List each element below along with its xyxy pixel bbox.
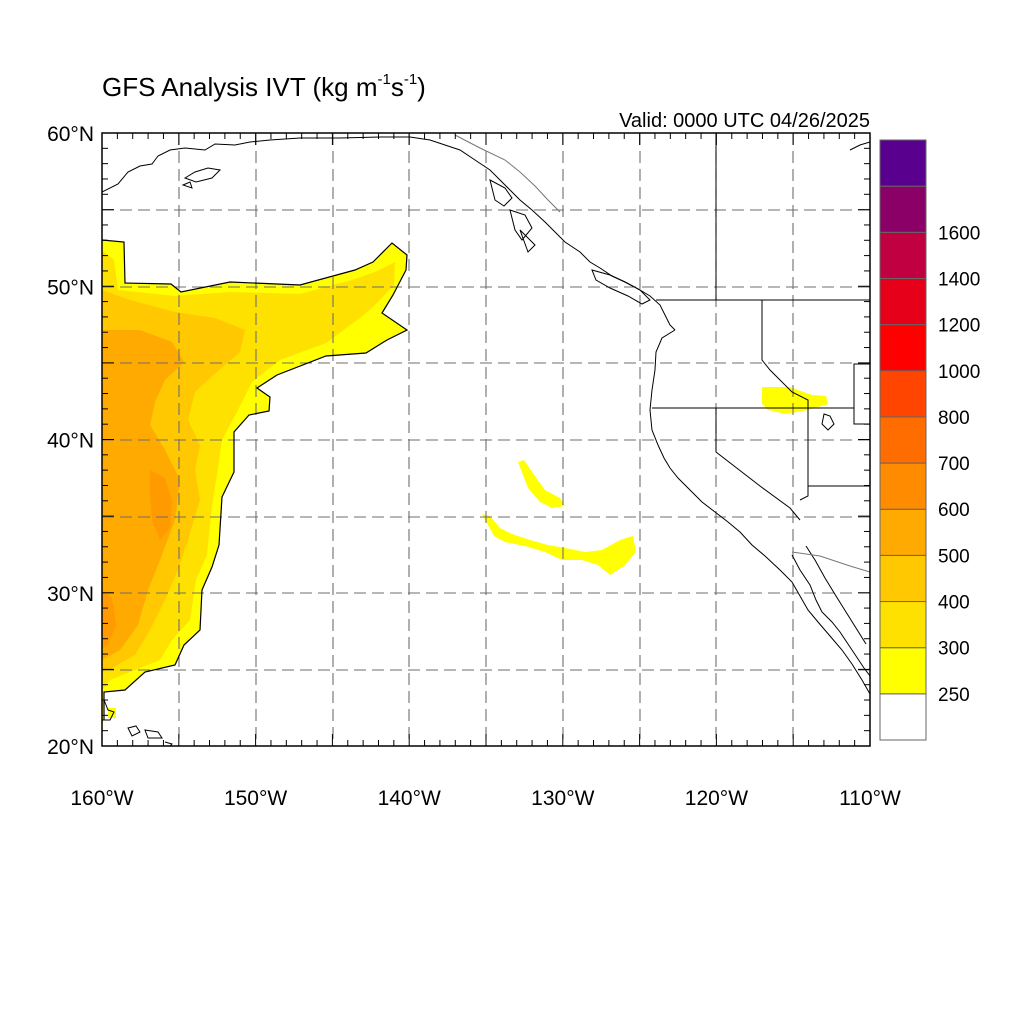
filament-south <box>482 514 636 575</box>
hawaii-islands <box>102 699 173 746</box>
filament-north <box>518 460 565 508</box>
alaska-coast-west <box>102 136 410 193</box>
colorbar-box <box>879 370 927 418</box>
colorbar-level-label: 500 <box>938 546 970 567</box>
colorbar-box <box>879 693 927 741</box>
ivt-500-region <box>102 330 184 660</box>
lon-label: 150°W <box>224 787 287 810</box>
colorbar-box <box>879 231 927 279</box>
lat-label: 50°N <box>47 276 94 299</box>
alaska-islands <box>181 167 222 189</box>
colorbar-level-label: 1600 <box>938 223 980 244</box>
ivt-600-region <box>150 470 172 540</box>
colorbar-level-label: 700 <box>938 454 970 475</box>
colorbar-box <box>879 508 927 556</box>
colorbar-level-label: 400 <box>938 593 970 614</box>
filament-idaho <box>762 387 828 414</box>
state-lines <box>652 133 870 521</box>
graticule <box>102 133 870 746</box>
alaska-canada-border <box>454 134 561 213</box>
plume-outline <box>102 239 409 720</box>
colorbar <box>879 139 927 741</box>
latitude-labels: 60°N 50°N 40°N 30°N 20°N <box>47 123 94 759</box>
ivt-600-region-south <box>102 590 116 648</box>
map-title: GFS Analysis IVT (kg m-1s-1) <box>102 71 426 102</box>
lon-label: 110°W <box>839 787 901 810</box>
lat-label: 60°N <box>47 123 94 146</box>
baja-peninsula <box>791 554 870 677</box>
colorbar-box <box>879 554 927 603</box>
lat-label: 30°N <box>47 583 94 606</box>
valid-time-label: Valid: 0000 UTC 04/26/2025 <box>619 110 870 132</box>
colorbar-box <box>879 462 927 510</box>
ivt-filaments <box>482 387 828 575</box>
colorbar-box <box>879 647 927 695</box>
colorbar-level-label: 1200 <box>938 316 980 337</box>
colorbar-box <box>879 277 927 326</box>
alaska-panhandle <box>409 136 676 331</box>
colorbar-labels: 250 300 400 500 600 700 800 1000 1200 1400 1600 <box>938 223 980 706</box>
great-salt-lake <box>821 413 835 431</box>
colorbar-box <box>879 601 927 649</box>
colorbar-box <box>879 185 927 233</box>
colorbar-level-label: 1400 <box>938 269 980 290</box>
lat-label: 40°N <box>47 430 94 453</box>
coastlines <box>102 136 870 746</box>
colorbar-level-label: 1000 <box>938 362 980 383</box>
ivt-plume <box>102 240 407 746</box>
minor-ticks <box>101 132 871 747</box>
bc-islands <box>489 179 651 305</box>
colorbar-level-label: 600 <box>938 500 970 521</box>
map-plot-area <box>102 133 870 746</box>
colorbar-box <box>879 324 927 372</box>
longitude-labels: 160°W 150°W 140°W 130°W 120°W 110°W <box>70 787 901 810</box>
us-west-coast <box>649 329 870 695</box>
lon-label: 130°W <box>531 787 594 810</box>
colorbar-level-label: 250 <box>938 685 970 706</box>
colorbar-level-label: 300 <box>938 639 970 660</box>
political-borders <box>454 133 870 573</box>
colorbar-level-label: 800 <box>938 408 970 429</box>
colorbar-box <box>879 139 927 187</box>
lon-label: 160°W <box>70 787 133 810</box>
lon-label: 120°W <box>685 787 748 810</box>
mexico-border <box>791 551 870 573</box>
lat-label: 20°N <box>47 736 94 759</box>
gulf-of-california <box>805 545 867 645</box>
lon-label: 140°W <box>378 787 441 810</box>
colorbar-box <box>879 416 927 464</box>
coast-north-cap <box>849 141 870 151</box>
